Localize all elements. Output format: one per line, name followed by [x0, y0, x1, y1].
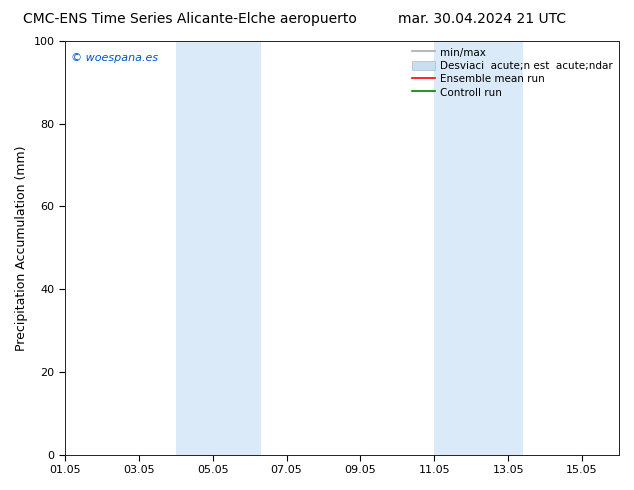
Text: mar. 30.04.2024 21 UTC: mar. 30.04.2024 21 UTC [398, 12, 566, 26]
Bar [176, 41, 231, 455]
Bar [231, 41, 261, 455]
Bar [471, 41, 523, 455]
Text: CMC-ENS Time Series Alicante-Elche aeropuerto: CMC-ENS Time Series Alicante-Elche aerop… [23, 12, 357, 26]
Text: © woespana.es: © woespana.es [70, 53, 158, 64]
Legend: min/max, Desviaci  acute;n est  acute;ndar, Ensemble mean run, Controll run: min/max, Desviaci acute;n est acute;ndar… [408, 43, 617, 102]
Bar [434, 41, 471, 455]
Y-axis label: Precipitation Accumulation (mm): Precipitation Accumulation (mm) [15, 145, 28, 350]
